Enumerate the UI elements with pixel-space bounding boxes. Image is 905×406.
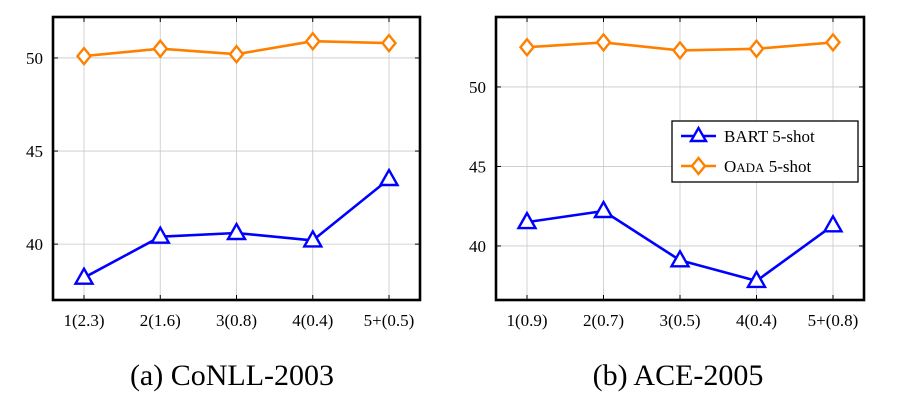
x-tick-label: 2(0.7): [583, 311, 624, 330]
legend-oada-marker-icon: [690, 156, 707, 176]
chart-conll-2003: 1(2.3) 2(1.6) 3(0.8) 4(0.4) 5+(0.5) 40 45 50: [26, 15, 422, 330]
data-point-oada-4: [824, 32, 842, 53]
y-tick-label: 40: [26, 235, 43, 254]
data-point-bart-0: [516, 210, 538, 230]
data-point-oada-2: [228, 44, 245, 65]
data-point-bart-3: [745, 269, 768, 289]
y-tick-label: 40: [469, 237, 486, 256]
data-point-bart-1: [592, 199, 615, 219]
legend-bart-label: BART 5-shot: [724, 127, 815, 146]
legend-bart-marker-icon: [688, 125, 709, 143]
x-tick-label: 4(0.4): [292, 311, 333, 330]
data-point-bart-3: [302, 228, 324, 248]
data-point-oada-0: [518, 37, 536, 58]
data-point-oada-4: [380, 33, 398, 54]
x-tick-label: 1(2.3): [63, 311, 104, 330]
legend-oada-label-rest: 5-shot: [764, 157, 811, 176]
data-point-bart-4: [378, 167, 400, 187]
x-tick-label: 5+(0.5): [364, 311, 415, 330]
legend-oada-label: OADA 5-shot: [724, 157, 811, 176]
data-point-bart-2: [669, 248, 691, 268]
x-tick-label: 4(0.4): [736, 311, 777, 330]
legend-oada-label-first: O: [724, 157, 736, 176]
legend-box: [671, 120, 859, 183]
data-point-bart-1: [149, 225, 171, 244]
x-tick-label: 3(0.5): [659, 311, 700, 330]
data-point-oada-3: [748, 38, 765, 59]
x-tick-label: 2(1.6): [140, 311, 181, 330]
x-tick-label: 1(0.9): [506, 311, 547, 330]
data-point-bart-2: [225, 221, 248, 241]
caption-conll-2003: (a) CoNLL-2003: [130, 359, 334, 392]
data-point-oada-3: [304, 31, 321, 52]
caption-ace-2005: (b) ACE-2005: [593, 359, 764, 392]
x-tick-label: 3(0.8): [216, 311, 257, 330]
data-point-oada-1: [152, 38, 169, 59]
legend: BART 5-shot OADA 5-shot: [671, 120, 859, 183]
data-point-oada-2: [671, 40, 689, 61]
y-tick-label: 50: [469, 78, 486, 97]
x-tick-label: 5+(0.8): [808, 311, 859, 330]
data-point-bart-0: [73, 266, 95, 285]
y-tick-label: 50: [26, 49, 43, 68]
y-tick-label: 45: [26, 142, 43, 161]
data-point-oada-1: [595, 32, 612, 53]
legend-oada-label-smallcaps: ADA: [736, 160, 765, 175]
y-tick-label: 45: [469, 157, 486, 176]
data-point-bart-4: [822, 213, 844, 233]
data-point-oada-0: [75, 46, 93, 67]
